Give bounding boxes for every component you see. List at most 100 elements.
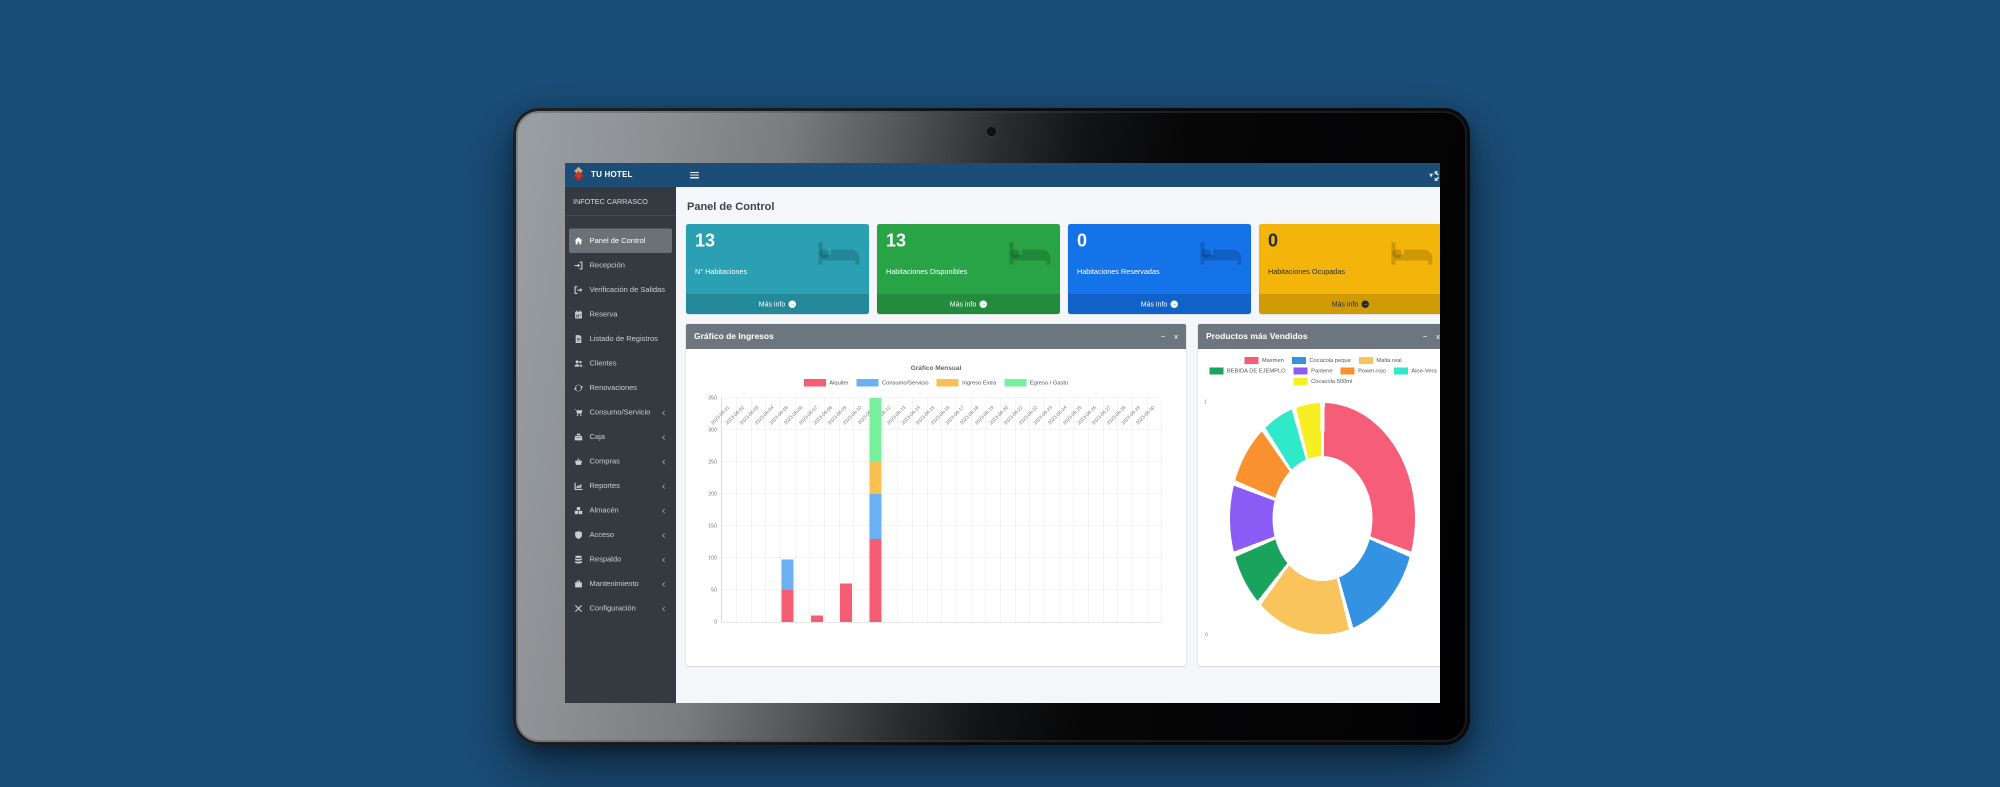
income-chart-panel: Gráfico de Ingresos − x Gráfico Mensual … [686,324,1186,666]
home-icon [574,236,583,245]
sidebar-item-label: Configuración [589,604,636,613]
monitor-frame: TU HOTEL ▾ INFOTEC CARRASCO Panel [513,108,1470,745]
organization-name: INFOTEC CARRASCO [565,187,676,216]
legend-item[interactable]: Consumo/Servicio [856,379,929,387]
legend-swatch [1244,357,1259,364]
close-icon[interactable]: x [1174,332,1178,341]
sidebar-item-reserva[interactable]: Reserva [569,302,672,327]
legend-item[interactable]: Malta real [1358,357,1402,364]
sidebar-item-reportes[interactable]: Reportes [569,474,672,499]
legend-item[interactable]: BEBIDA DE EJEMPLO [1209,367,1286,375]
legend-item[interactable]: Egreso / Gasto [1004,379,1068,387]
legend-label: BEBIDA DE EJEMPLO [1226,368,1286,374]
users-icon [574,359,583,368]
legend-label: Cocacola 500ml [1311,378,1353,385]
gridline-vertical [794,398,796,622]
cash-register-icon [574,432,583,441]
y-axis-tick-label: 350 [708,395,717,401]
gridline-vertical [1073,398,1074,622]
sidebar-item-label: Recepción [589,261,625,270]
bar-segment-consumo-servicio [869,494,882,539]
more-info-link[interactable]: Más info → [1259,294,1440,314]
sidebar-item-listado-de-registros[interactable]: Listado de Registros [569,327,672,352]
brand[interactable]: TU HOTEL [565,163,676,187]
gridline-vertical [736,398,737,622]
minimize-icon[interactable]: − [1160,332,1166,341]
gridline-horizontal [721,429,1162,430]
chevron-left-icon [661,458,667,465]
gridline-horizontal [721,461,1162,462]
legend-item[interactable]: Cocacola 500ml [1293,378,1353,385]
sidebar-item-compras[interactable]: Compras [569,449,672,474]
legend-item[interactable]: Pantene [1293,367,1333,375]
page-title: Panel de Control [687,200,775,213]
gridline-vertical [868,398,869,622]
sidebar-item-label: Verificación de Salidas [589,285,665,295]
expand-icon[interactable] [1434,171,1440,185]
minimize-icon[interactable]: − [1422,332,1428,341]
sidebar-item-recepci-n[interactable]: Recepción [569,253,672,278]
bar-segment-alquiler [781,590,794,622]
sidebar-item-consumo-servicio[interactable]: Consumo/Servicio [569,400,672,425]
legend-item[interactable]: Ingreso Extra [936,379,997,387]
bar-chart-title: Gráfico Mensual [910,364,962,372]
bar-segment-alquiler [840,583,853,622]
legend-item[interactable]: Aloe-Vera [1393,367,1437,375]
caret-down-icon[interactable]: ▾ [1429,170,1433,180]
legend-swatch [1291,357,1306,364]
more-info-link[interactable]: Más info → [877,294,1060,314]
sidebar-item-renovaciones[interactable]: Renovaciones [569,376,672,401]
legend-item[interactable]: Maxmen [1244,357,1284,364]
sidebar-item-verificaci-n-de-salidas[interactable]: Verificación de Salidas [569,278,672,303]
legend-label: Maxmen [1261,357,1284,364]
chevron-left-icon [661,581,667,587]
gridline-vertical [1014,398,1016,622]
sidebar-item-almac-n[interactable]: Almacén [569,498,672,523]
income-chart-panel-title: Gráfico de Ingresos [694,331,774,342]
chevron-left-icon [661,507,667,514]
sign-out-icon [574,285,583,294]
bed-icon [815,237,861,268]
gridline-vertical [912,398,913,622]
legend-item[interactable]: Alquiler [803,379,848,387]
info-box-value: 0 [1077,230,1088,251]
more-info-link[interactable]: Más info → [1068,294,1251,314]
sign-in-icon [574,261,583,270]
legend-swatch [1293,378,1308,385]
sidebar-item-acceso[interactable]: Acceso [569,523,672,548]
gridline-vertical [838,398,840,622]
legend-item[interactable]: Cocacola peque [1291,357,1351,364]
sidebar-item-panel-de-control[interactable]: Panel de Control [569,228,672,253]
gridline-vertical [1000,398,1001,622]
info-box-label: Habitaciones Ocupadas [1268,268,1345,276]
arrow-circle-icon: → [979,300,988,308]
bar-segment-ingreso-extra [869,462,882,494]
gridline-vertical [1146,398,1148,622]
chart-icon [574,481,583,490]
bar-segment-consumo-servicio [781,559,794,590]
legend-label: Ingreso Extra [962,379,997,386]
chevron-left-icon [661,409,667,416]
sidebar-item-respaldo[interactable]: Respaldo [569,547,672,572]
arrow-circle-icon: → [788,300,797,308]
sidebar-item-label: Respaldo [589,555,622,564]
info-box: 13 N° Habitaciones Más info → [686,224,869,314]
sidebar-item-mantenimiento[interactable]: Mantenimiento [569,572,672,597]
y-axis-tick-label: 250 [708,459,717,465]
chevron-left-icon [661,556,667,563]
chevron-left-icon [661,605,667,612]
bar-segment-egreso-gasto [869,398,882,462]
bed-icon [1388,237,1434,268]
sidebar-item-configuraci-n[interactable]: Configuración [569,596,672,621]
bar-chart-legend: Alquiler Consumo/Servicio Ingreso Extra Egr… [686,379,1186,387]
gridline-vertical [926,398,928,622]
more-info-link[interactable]: Más info → [686,294,869,314]
sidebar-item-clientes[interactable]: Clientes [569,351,672,376]
legend-swatch [936,379,959,387]
hamburger-icon[interactable] [690,171,699,179]
sidebar-item-caja[interactable]: Caja [569,425,672,450]
close-icon[interactable]: x [1436,332,1440,341]
gridline-vertical [780,398,781,622]
legend-item[interactable]: Power-rojo [1340,367,1386,375]
legend-swatch [1209,367,1224,375]
